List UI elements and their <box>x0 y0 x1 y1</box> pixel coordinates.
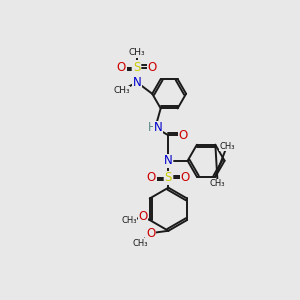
Text: N: N <box>164 154 173 167</box>
Text: S: S <box>133 61 140 74</box>
Text: CH₃: CH₃ <box>122 216 137 225</box>
Text: O: O <box>138 211 148 224</box>
Text: S: S <box>165 171 172 184</box>
Text: H: H <box>148 121 157 134</box>
Text: CH₃: CH₃ <box>128 48 145 57</box>
Text: N: N <box>132 76 141 89</box>
Text: O: O <box>147 171 156 184</box>
Text: O: O <box>178 129 188 142</box>
Text: N: N <box>154 121 163 134</box>
Text: CH₃: CH₃ <box>210 179 225 188</box>
Text: O: O <box>117 61 126 74</box>
Text: CH₃: CH₃ <box>113 86 130 95</box>
Text: CH₃: CH₃ <box>132 238 148 247</box>
Text: O: O <box>181 171 190 184</box>
Text: O: O <box>146 226 155 240</box>
Text: O: O <box>148 61 157 74</box>
Text: CH₃: CH₃ <box>219 142 235 151</box>
